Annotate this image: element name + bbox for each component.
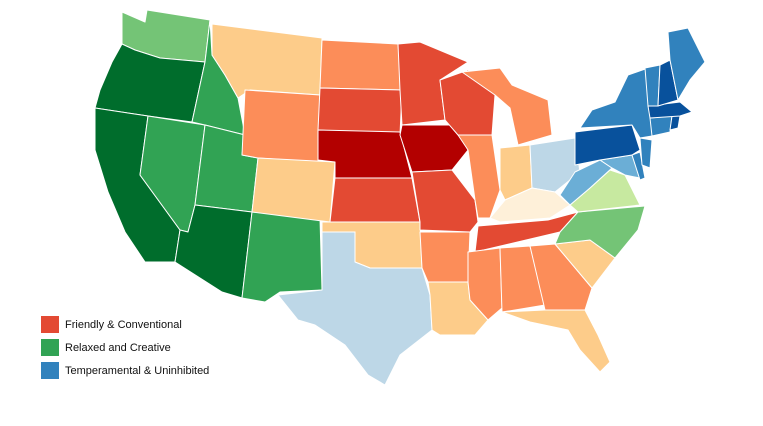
state-kentucky[interactable] [489, 187, 571, 223]
state-connecticut[interactable] [649, 115, 673, 137]
state-arkansas[interactable] [419, 231, 471, 283]
legend-item-friendly: Friendly & Conventional [41, 316, 261, 333]
state-delaware[interactable] [631, 151, 646, 181]
state-florida[interactable] [501, 309, 611, 373]
state-south-dakota[interactable] [317, 87, 403, 136]
legend-label-friendly: Friendly & Conventional [65, 318, 182, 331]
legend-swatch-temperamental [41, 362, 59, 379]
legend: Friendly & Conventional Relaxed and Crea… [41, 316, 261, 385]
legend-label-temperamental: Temperamental & Uninhibited [65, 364, 210, 377]
state-wyoming[interactable] [241, 89, 321, 163]
state-new-mexico[interactable] [241, 211, 323, 303]
state-maine[interactable] [667, 27, 706, 101]
legend-item-temperamental: Temperamental & Uninhibited [41, 362, 261, 379]
state-colorado[interactable] [251, 157, 336, 223]
state-texas[interactable] [277, 231, 433, 386]
state-kansas[interactable] [329, 177, 421, 223]
state-missouri[interactable] [411, 169, 479, 233]
legend-swatch-friendly [41, 316, 59, 333]
state-rhode-island[interactable] [669, 115, 681, 131]
legend-item-relaxed: Relaxed and Creative [41, 339, 261, 356]
state-north-dakota[interactable] [319, 39, 403, 91]
state-michigan[interactable] [461, 67, 553, 146]
state-illinois[interactable] [457, 134, 501, 219]
state-vermont[interactable] [644, 64, 661, 107]
state-georgia[interactable] [529, 243, 593, 311]
states-layer [94, 9, 706, 386]
state-ohio[interactable] [529, 137, 581, 193]
legend-label-relaxed: Relaxed and Creative [65, 341, 171, 354]
legend-swatch-relaxed [41, 339, 59, 356]
state-new-jersey[interactable] [639, 137, 653, 169]
